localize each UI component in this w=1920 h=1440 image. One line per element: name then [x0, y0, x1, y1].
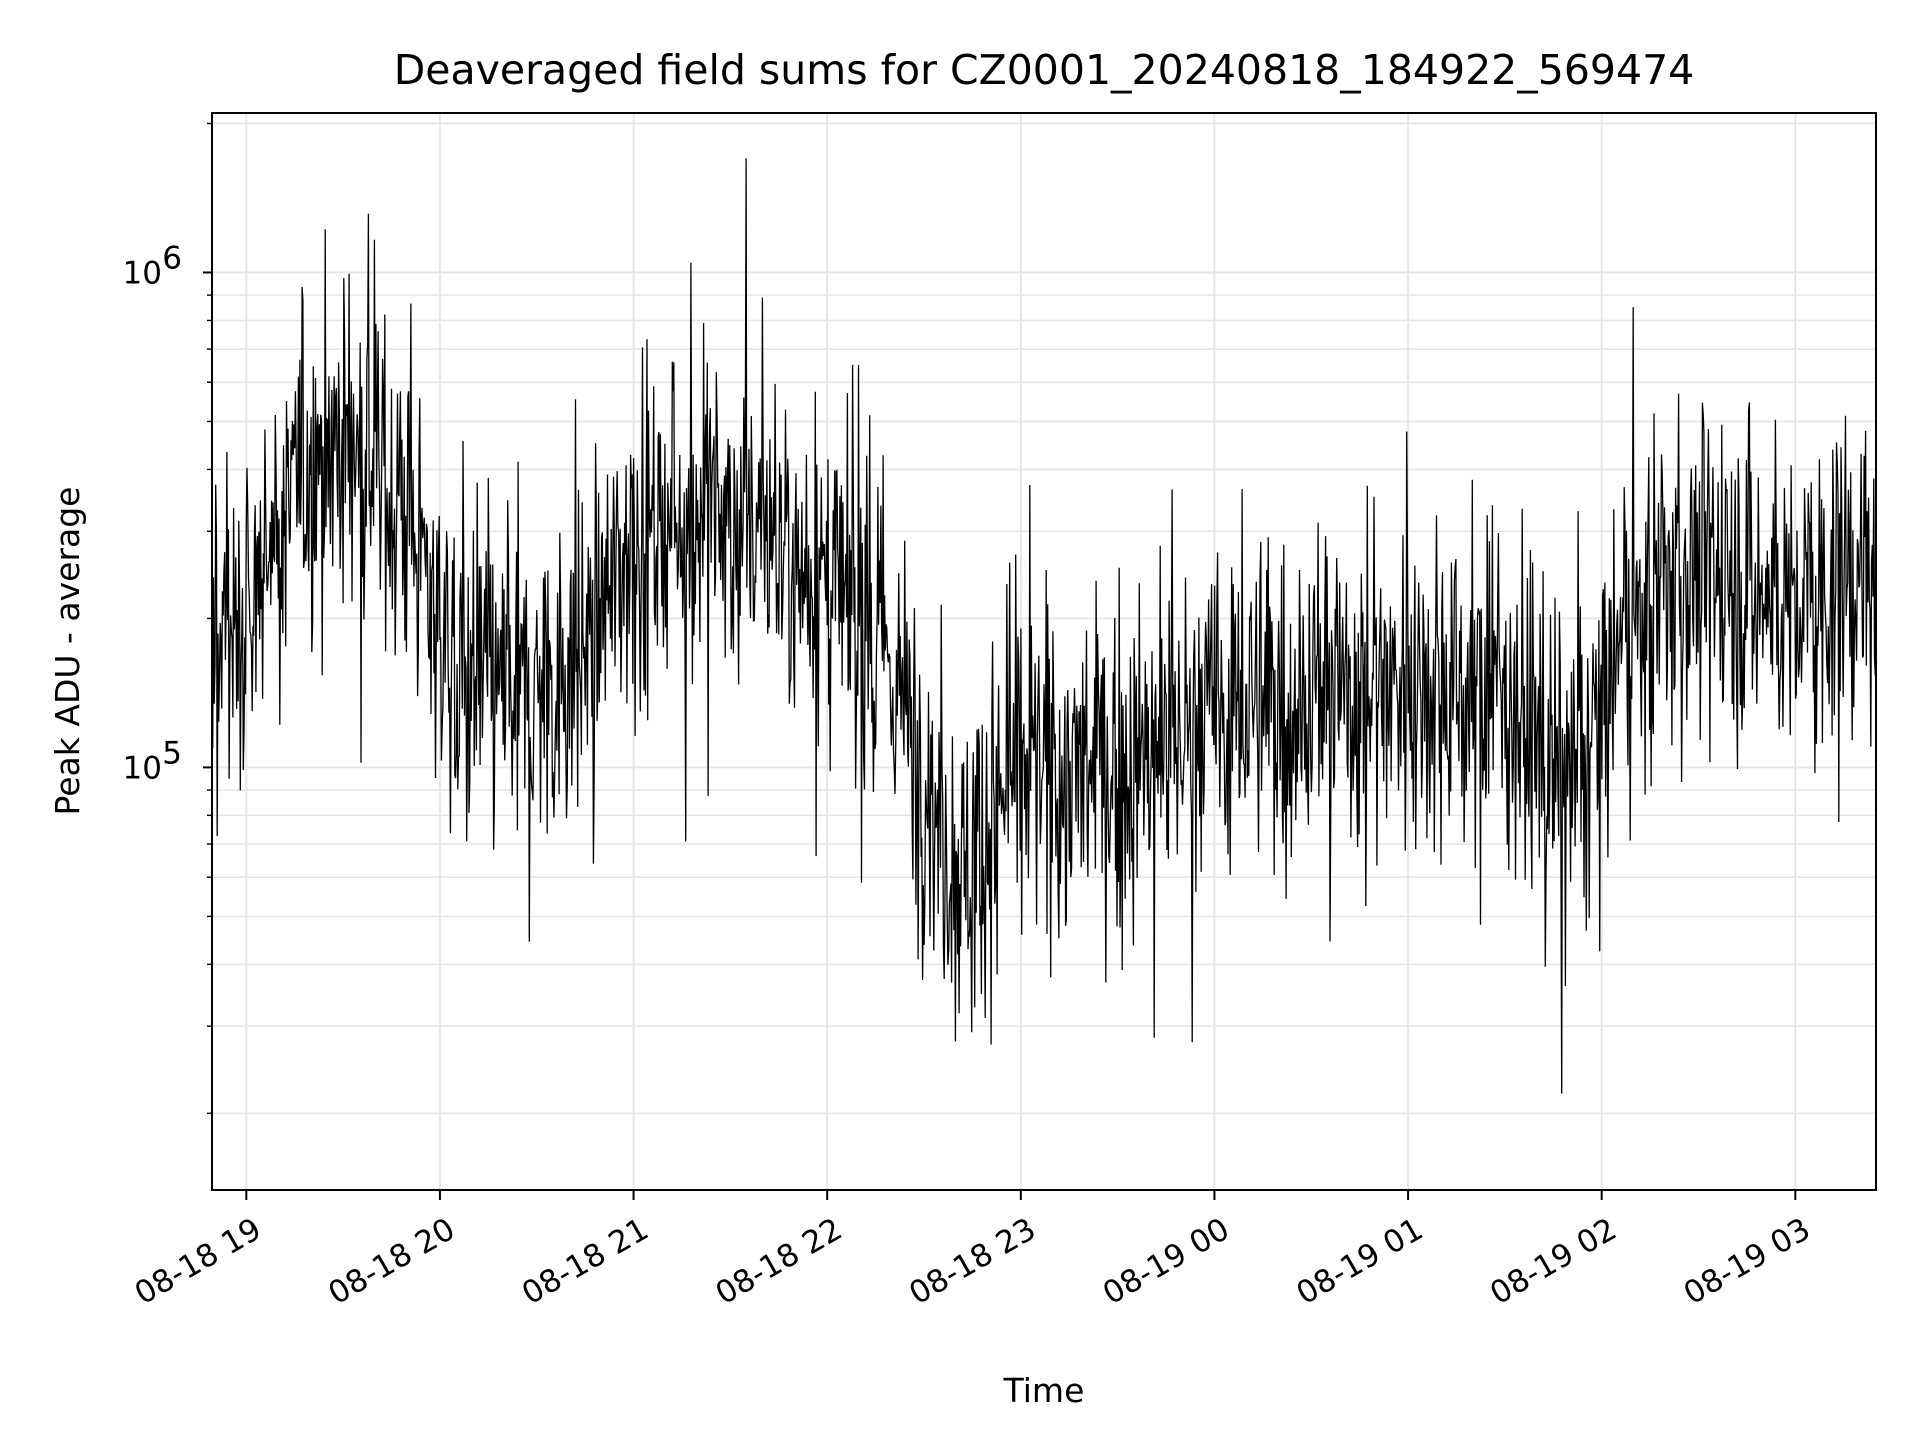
y-axis-label: Peak ADU - average — [48, 487, 87, 816]
y-tick-label: 10 — [123, 750, 162, 786]
plot-frame — [211, 112, 1877, 1191]
chart-title: Deaveraged field sums for CZ0001_2024081… — [394, 46, 1695, 94]
series-layer — [211, 158, 1877, 1094]
y-tick-label: 10 — [123, 255, 162, 291]
y-tick-exponent: 6 — [162, 240, 182, 276]
x-axis-label: Time — [1003, 1371, 1085, 1410]
series-line — [211, 158, 1877, 1094]
y-tick-exponent: 5 — [162, 735, 182, 771]
